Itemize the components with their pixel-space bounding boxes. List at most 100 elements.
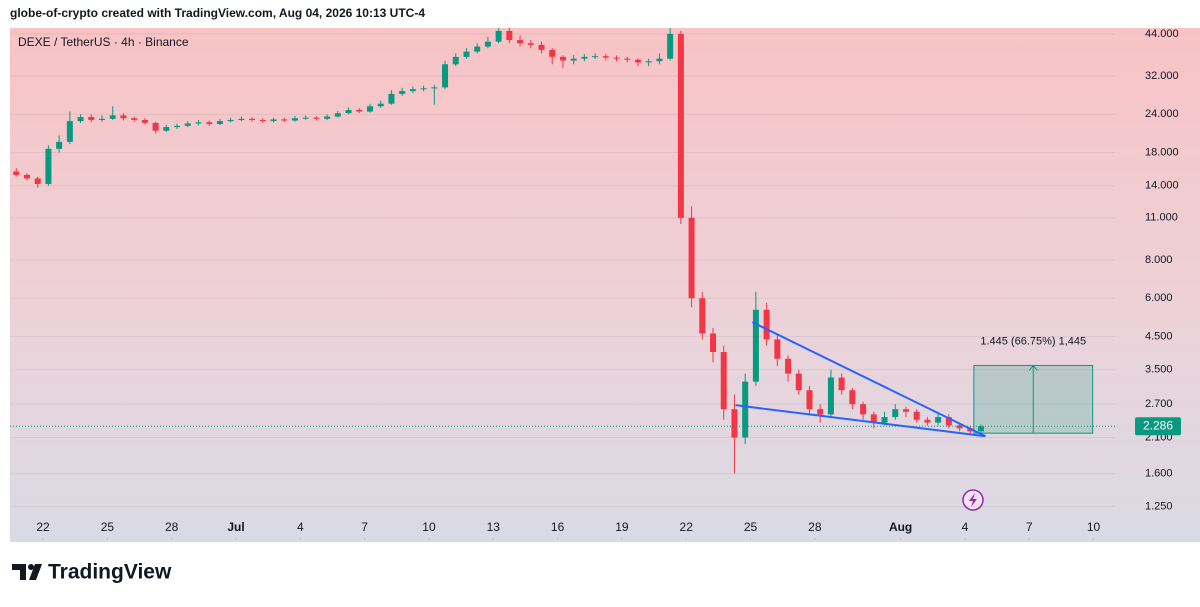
trendline bbox=[751, 321, 986, 438]
candle-body bbox=[452, 56, 459, 65]
candle-body bbox=[377, 103, 384, 107]
y-tick-label: 2.700 bbox=[1145, 398, 1173, 410]
x-tick-label: 25 bbox=[101, 520, 115, 534]
candle-body bbox=[431, 87, 438, 89]
candle-body bbox=[806, 390, 813, 410]
candle-body bbox=[720, 352, 727, 410]
candle-body bbox=[838, 377, 845, 391]
last-price-label: 2.286 bbox=[1143, 418, 1173, 432]
y-tick-label: 6.000 bbox=[1145, 292, 1173, 304]
brand-name: TradingView bbox=[48, 561, 172, 584]
x-tick-label: 22 bbox=[680, 520, 694, 534]
candle-body bbox=[517, 40, 524, 44]
candle-body bbox=[13, 171, 20, 175]
candle-body bbox=[581, 56, 588, 59]
candle-body bbox=[345, 109, 352, 114]
candle-body bbox=[913, 411, 920, 420]
candle-body bbox=[549, 49, 556, 57]
candle-body bbox=[163, 127, 170, 131]
y-tick-label: 8.000 bbox=[1145, 254, 1173, 266]
candle-body bbox=[785, 358, 792, 374]
y-tick-label: 44.000 bbox=[1145, 28, 1179, 40]
candle-body bbox=[731, 409, 738, 438]
candle-body bbox=[23, 174, 30, 179]
candle-body bbox=[870, 414, 877, 423]
candle-body bbox=[356, 109, 363, 112]
candle-body bbox=[752, 309, 759, 382]
candle-body bbox=[216, 121, 223, 125]
candle-body bbox=[141, 119, 148, 123]
x-tick-label: 13 bbox=[487, 520, 501, 534]
candle-body bbox=[195, 122, 202, 124]
x-tick-label: 16 bbox=[551, 520, 565, 534]
candle-body bbox=[570, 58, 577, 61]
x-tick-label: 10 bbox=[422, 520, 436, 534]
candle-body bbox=[420, 88, 427, 90]
candle-body bbox=[281, 119, 288, 121]
measure-arrow bbox=[1028, 364, 1038, 434]
y-tick-label: 1.250 bbox=[1145, 500, 1173, 512]
x-tick-label: 28 bbox=[165, 520, 179, 534]
y-tick-label: 11.000 bbox=[1145, 212, 1178, 224]
candle-body bbox=[956, 425, 963, 429]
candle-body bbox=[645, 61, 652, 63]
candle-body bbox=[249, 118, 256, 120]
candle-body bbox=[152, 122, 159, 131]
y-tick-label: 4.500 bbox=[1145, 330, 1173, 342]
candle-body bbox=[174, 125, 181, 128]
candle-body bbox=[34, 178, 41, 184]
chart-background bbox=[10, 28, 1200, 542]
x-tick-label: 19 bbox=[615, 520, 629, 534]
candle-body bbox=[184, 123, 191, 126]
candle-body bbox=[206, 122, 213, 125]
candle-body bbox=[45, 148, 52, 184]
y-tick-label: 18.000 bbox=[1145, 146, 1179, 158]
candle-body bbox=[667, 33, 674, 59]
candle-body bbox=[924, 419, 931, 423]
candle-body bbox=[527, 43, 534, 45]
candle-body bbox=[559, 56, 566, 61]
candle-body bbox=[892, 409, 899, 418]
candle-body bbox=[120, 115, 127, 119]
candle-body bbox=[366, 106, 373, 112]
candle-body bbox=[592, 56, 599, 58]
candle-body bbox=[827, 377, 834, 415]
candle-body bbox=[849, 390, 856, 405]
candle-body bbox=[66, 121, 73, 142]
candle-body bbox=[388, 93, 395, 104]
brand-logo: TradingView bbox=[12, 561, 172, 584]
candle-body bbox=[774, 339, 781, 359]
attribution: globe-of-crypto created with TradingView… bbox=[10, 6, 425, 20]
candle-body bbox=[109, 115, 116, 119]
x-tick-label: 25 bbox=[744, 520, 758, 534]
x-tick-label: 4 bbox=[962, 520, 969, 534]
symbol-title: DEXE / TetherUS · 4h · Binance bbox=[18, 35, 189, 49]
candle-body bbox=[978, 426, 985, 432]
x-tick-label: 4 bbox=[297, 520, 304, 534]
candle-body bbox=[763, 309, 770, 340]
candle-body bbox=[484, 41, 491, 47]
last-price-tag bbox=[1135, 417, 1181, 436]
candle-body bbox=[302, 117, 309, 119]
y-tick-label: 14.000 bbox=[1145, 180, 1179, 192]
candle-body bbox=[688, 217, 695, 299]
candle-body bbox=[935, 417, 942, 423]
candle-body bbox=[624, 58, 631, 60]
candle-body bbox=[56, 141, 63, 149]
candle-body bbox=[463, 51, 470, 57]
y-tick-label: 24.000 bbox=[1145, 108, 1179, 120]
candle-body bbox=[238, 118, 245, 120]
candle-body bbox=[710, 333, 717, 353]
candle-body bbox=[602, 56, 609, 58]
x-tick-label: Aug bbox=[889, 520, 912, 534]
candle-body bbox=[817, 409, 824, 415]
candle-body bbox=[538, 44, 545, 50]
lightning-icon bbox=[962, 489, 984, 511]
x-tick-label: 22 bbox=[36, 520, 50, 534]
y-tick-label: 1.600 bbox=[1145, 468, 1173, 480]
candle-body bbox=[945, 417, 952, 426]
x-tick-label: 7 bbox=[1026, 520, 1033, 534]
candle-body bbox=[313, 117, 320, 119]
measure-label: 1.445 (66.75%) 1,445 bbox=[980, 335, 1086, 347]
